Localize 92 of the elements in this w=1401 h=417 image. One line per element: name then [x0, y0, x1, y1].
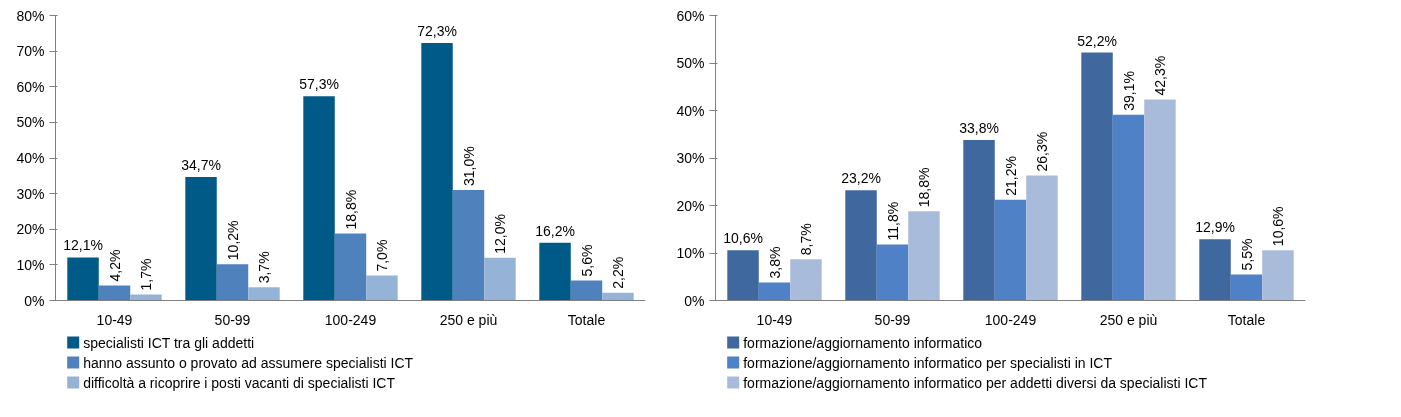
bar	[130, 294, 162, 301]
x-tick-label: 50-99	[214, 311, 251, 328]
data-label: 21,2%	[1002, 156, 1019, 196]
data-label: 52,2%	[1077, 32, 1117, 49]
y-tick-label: 70%	[16, 43, 45, 60]
bar	[758, 282, 791, 301]
bar	[452, 190, 485, 301]
data-label: 5,6%	[578, 244, 595, 277]
y-tick-label: 50%	[676, 55, 705, 71]
bar	[727, 250, 759, 301]
data-label: 3,8%	[766, 246, 783, 279]
bar	[98, 285, 131, 301]
data-label: 8,7%	[797, 223, 814, 256]
y-tick-label: 10%	[676, 245, 705, 261]
bar	[1230, 274, 1263, 301]
bar	[790, 259, 822, 301]
bar	[1262, 250, 1294, 301]
legend-label: formazione/aggiornamento informatico per specialisti in ICT	[743, 354, 1113, 371]
legend-label: formazione/aggiornamento informatico per addetti diversi da specialisti ICT	[743, 374, 1208, 391]
data-label: 34,7%	[181, 156, 221, 173]
bar	[185, 176, 217, 301]
data-label: 10,2%	[224, 220, 241, 261]
y-tick-label: 0%	[24, 292, 45, 309]
bar	[908, 211, 940, 301]
data-label: 18,8%	[915, 167, 932, 208]
bar	[248, 287, 280, 301]
legend-label: difficoltà a ricoprire i posti vacanti di specialisti ICT	[83, 374, 396, 391]
data-label: 10,6%	[1269, 206, 1286, 247]
bar	[366, 275, 398, 301]
bar	[570, 280, 603, 301]
y-tick-label: 60%	[16, 78, 45, 95]
y-tick-label: 30%	[16, 185, 45, 202]
data-label: 5,5%	[1238, 238, 1255, 271]
data-label: 7,0%	[373, 239, 390, 272]
data-label: 3,7%	[255, 251, 272, 284]
bar	[484, 257, 516, 301]
data-label: 16,2%	[535, 222, 575, 239]
y-tick-label: 40%	[676, 102, 705, 119]
data-label: 12,1%	[63, 237, 103, 254]
data-label: 42,3%	[1151, 55, 1168, 96]
bar	[1081, 52, 1113, 301]
bar	[67, 257, 99, 301]
legend-label: hanno assunto o provato ad assumere specialisti ICT	[83, 354, 414, 371]
y-tick-label: 40%	[16, 150, 45, 166]
data-label: 33,8%	[959, 119, 999, 136]
data-label: 10,6%	[723, 230, 763, 247]
y-tick-label: 30%	[676, 150, 705, 166]
x-tick-label: 50-99	[874, 311, 911, 328]
bar	[1199, 239, 1231, 301]
bar	[539, 242, 571, 301]
y-tick-label: 20%	[676, 197, 705, 214]
data-label: 11,8%	[884, 201, 901, 241]
x-tick-label: Totale	[567, 311, 606, 328]
x-tick-label: 10-49	[756, 311, 793, 328]
data-label: 2,2%	[609, 256, 626, 289]
x-tick-label: 250 e più	[439, 311, 498, 328]
bar	[963, 139, 995, 301]
data-label: 23,2%	[841, 170, 881, 187]
bar	[303, 96, 335, 301]
bar	[602, 292, 634, 301]
data-label: 12,0%	[491, 214, 508, 254]
legend-label: specialisti ICT tra gli addetti	[83, 334, 255, 351]
bar	[421, 42, 453, 301]
bar	[876, 244, 909, 301]
x-tick-label: 10-49	[96, 311, 133, 328]
y-tick-label: 50%	[16, 114, 45, 131]
x-tick-label: 250 e più	[1099, 311, 1158, 328]
data-label: 4,2%	[106, 249, 123, 282]
bar	[845, 190, 877, 301]
data-label: 12,9%	[1195, 219, 1235, 236]
data-label: 1,7%	[137, 258, 154, 291]
y-tick-label: 10%	[16, 256, 45, 273]
bar	[1112, 114, 1145, 301]
data-label: 39,1%	[1120, 71, 1137, 111]
data-label: 72,3%	[417, 22, 457, 39]
data-label: 18,8%	[342, 189, 359, 230]
bar	[334, 233, 367, 301]
data-label: 26,3%	[1033, 131, 1050, 172]
y-tick-label: 60%	[676, 7, 705, 24]
data-label: 57,3%	[299, 76, 339, 93]
x-tick-label: 100-249	[984, 311, 1037, 328]
legend-label: formazione/aggiornamento informatico	[743, 334, 983, 351]
bar	[1144, 99, 1176, 301]
data-label: 31,0%	[460, 146, 477, 187]
x-tick-label: Totale	[1227, 311, 1266, 328]
bar	[216, 264, 249, 301]
y-tick-label: 0%	[684, 292, 705, 309]
y-tick-label: 20%	[16, 221, 45, 238]
y-tick-label: 80%	[16, 7, 45, 24]
x-tick-label: 100-249	[324, 311, 377, 328]
bar	[1026, 175, 1058, 301]
bar	[994, 199, 1027, 301]
